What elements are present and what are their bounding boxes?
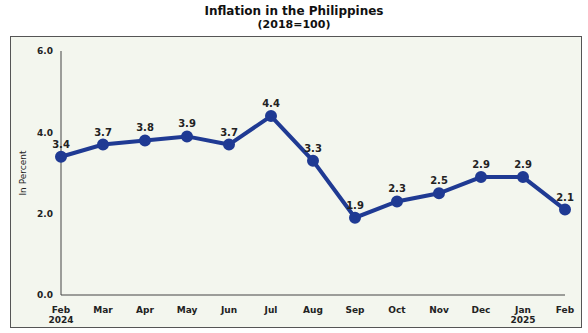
svg-text:Jun: Jun xyxy=(220,305,237,315)
svg-text:2.3: 2.3 xyxy=(388,183,406,194)
svg-text:2.9: 2.9 xyxy=(472,159,490,170)
svg-text:Apr: Apr xyxy=(136,305,154,315)
svg-text:2.1: 2.1 xyxy=(556,192,574,203)
svg-text:6.0: 6.0 xyxy=(37,46,53,56)
html-text:Inflation in the Philippines: Inflation in the Philippines xyxy=(204,4,384,18)
svg-text:Jan2025: Jan2025 xyxy=(510,305,535,325)
svg-text:In Percent: In Percent xyxy=(18,150,28,196)
svg-text:0.0: 0.0 xyxy=(37,290,53,300)
svg-text:2.9: 2.9 xyxy=(514,159,532,170)
svg-text:Feb: Feb xyxy=(556,305,575,315)
svg-text:May: May xyxy=(177,305,198,315)
html-text:(2018=100): (2018=100) xyxy=(257,18,331,31)
svg-text:Dec: Dec xyxy=(472,305,491,315)
svg-text:1.9: 1.9 xyxy=(346,200,364,211)
svg-text:Jul: Jul xyxy=(264,305,278,315)
svg-text:Oct: Oct xyxy=(388,305,406,315)
svg-text:3.7: 3.7 xyxy=(220,127,238,138)
svg-text:Mar: Mar xyxy=(93,305,113,315)
svg-text:3.3: 3.3 xyxy=(304,143,322,154)
svg-text:Aug: Aug xyxy=(303,305,323,315)
svg-text:3.8: 3.8 xyxy=(136,122,154,133)
svg-text:4.0: 4.0 xyxy=(37,128,53,138)
svg-text:3.9: 3.9 xyxy=(178,118,196,129)
svg-text:Nov: Nov xyxy=(429,305,449,315)
svg-text:4.4: 4.4 xyxy=(262,98,280,109)
svg-text:3.7: 3.7 xyxy=(94,127,112,138)
svg-text:3.4: 3.4 xyxy=(52,139,70,150)
svg-text:2.5: 2.5 xyxy=(430,175,448,186)
svg-text:Feb2024: Feb2024 xyxy=(48,305,73,325)
svg-text:2.0: 2.0 xyxy=(37,209,53,219)
svg-text:Sep: Sep xyxy=(345,305,365,315)
